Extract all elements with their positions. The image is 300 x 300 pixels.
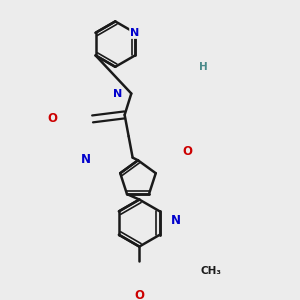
Text: N: N [80,153,91,167]
Text: O: O [47,112,58,125]
Text: O: O [134,290,144,300]
Text: CH₃: CH₃ [201,266,222,276]
Text: H: H [199,62,208,72]
Text: N: N [171,214,181,227]
Text: N: N [113,88,123,98]
Text: N: N [130,28,140,38]
Text: O: O [183,145,193,158]
